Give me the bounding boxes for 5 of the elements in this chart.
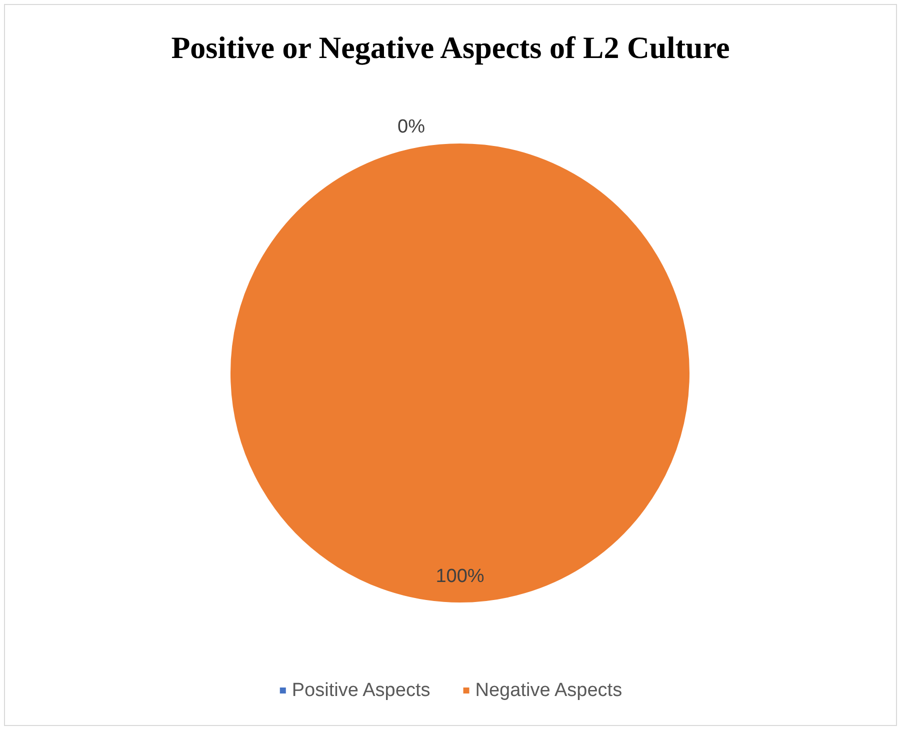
legend-label: Negative Aspects bbox=[475, 680, 622, 701]
legend-label: Positive Aspects bbox=[292, 680, 430, 701]
text: 0% bbox=[398, 116, 425, 138]
chart-title: Positive or Negative Aspects of L2 Culture bbox=[171, 30, 730, 65]
data-label: 100% bbox=[436, 566, 484, 587]
